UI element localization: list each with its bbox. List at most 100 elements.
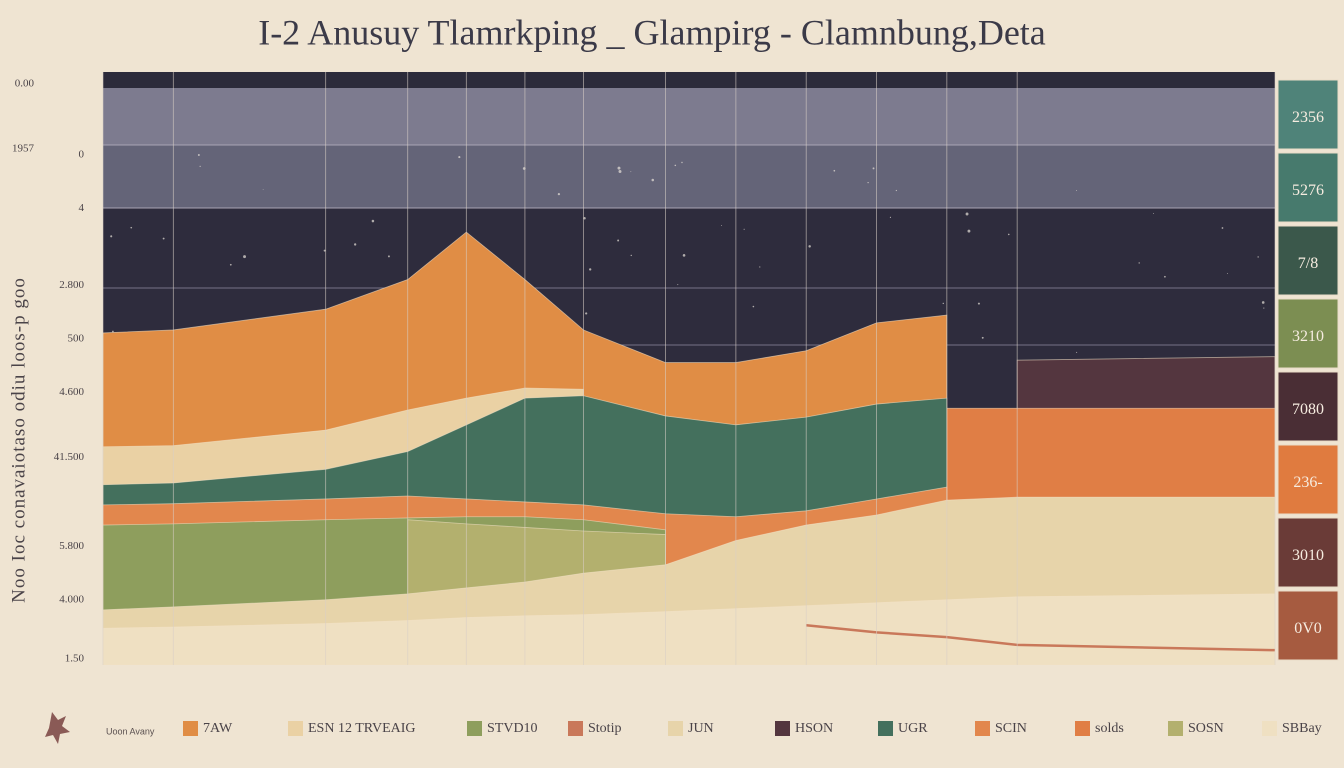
side-panel-value: 2356 [1292, 109, 1324, 126]
y-tick-label: 1.50 [65, 653, 85, 665]
star [617, 166, 621, 170]
side-panel [1277, 298, 1339, 369]
star [130, 226, 133, 229]
y-tick-label: 41.500 [54, 451, 85, 463]
legend-label: UGR [898, 721, 928, 736]
y-tick-label: 4 [79, 202, 85, 214]
star [371, 219, 375, 223]
legend-swatch [467, 721, 482, 736]
star [243, 255, 246, 259]
star [112, 330, 114, 333]
star [1138, 262, 1140, 264]
y-tick-label: 0 [79, 149, 85, 161]
y-axis-label: Noo Ioc conavaiotaso odiu loos-p goo [8, 277, 29, 603]
star [752, 305, 755, 308]
side-panel [1277, 517, 1339, 588]
star [557, 193, 561, 196]
legend-label: Stotip [588, 721, 621, 736]
star [965, 212, 969, 216]
star [323, 249, 326, 252]
star [617, 239, 620, 242]
chart-title: I-2 Anusuy Tlamrkping _ Glampirg - Clamn… [258, 12, 1046, 52]
y-tick-label: 4.600 [59, 386, 84, 398]
star [162, 237, 165, 240]
side-panel-value: 236- [1293, 474, 1322, 491]
legend-swatch [568, 721, 583, 736]
legend-label: SOSN [1188, 721, 1224, 736]
logo [45, 712, 70, 744]
star [1076, 351, 1078, 353]
star [977, 302, 980, 305]
footer-label: Uoon Avany [106, 726, 155, 736]
legend-label: STVD10 [487, 721, 538, 736]
legend-label: SCIN [995, 721, 1027, 736]
legend-label: JUN [688, 721, 714, 736]
star [1152, 213, 1154, 214]
star [630, 171, 632, 173]
legend-swatch [1075, 721, 1090, 736]
star [682, 253, 686, 257]
star [1227, 273, 1228, 274]
star [618, 169, 622, 173]
legend-label: 7AW [203, 721, 233, 736]
star [585, 312, 588, 315]
star [229, 263, 232, 266]
star [262, 189, 264, 190]
y-tick-label: 2.800 [59, 279, 84, 291]
grid [102, 72, 1276, 665]
star [630, 254, 632, 257]
star [199, 165, 201, 168]
star [589, 268, 592, 271]
star [110, 235, 113, 238]
side-panel-value: 3210 [1292, 328, 1324, 345]
star [1263, 307, 1265, 309]
star [967, 229, 971, 233]
star [1075, 190, 1077, 191]
star [1007, 233, 1010, 236]
star [872, 167, 875, 170]
star [759, 266, 761, 268]
star [387, 255, 390, 258]
star [981, 336, 984, 339]
star [1221, 227, 1224, 229]
star [721, 225, 722, 226]
star [1261, 301, 1265, 304]
y-tick-label: 5.800 [59, 540, 84, 552]
legend-label: SBBay [1282, 721, 1322, 736]
legend-swatch [288, 721, 303, 736]
side-panel-value: 0V0 [1294, 620, 1322, 637]
y-tick-label: 4.000 [59, 593, 84, 605]
legend-label: solds [1095, 721, 1124, 736]
legend-label: ESN 12 TRVEAIG [308, 721, 416, 736]
side-panel [1277, 590, 1339, 661]
side-panels: 2356 5276 7/8 3210 7080 236- 3010 0V0 [1277, 79, 1339, 661]
star [651, 178, 655, 182]
legend: 7AW ESN 12 TRVEAIG STVD10 Stotip JUN HSON UGR S… [183, 721, 1322, 736]
star [1164, 275, 1166, 278]
side-panel-value: 5276 [1292, 182, 1324, 199]
side-panel [1277, 79, 1339, 150]
legend-swatch [1262, 721, 1277, 736]
axis: 0 4 2.800 500 4.600 41.500 5.800 4.000 1.50 0.00 1… [12, 77, 85, 664]
star [942, 302, 944, 305]
legend-swatch [975, 721, 990, 736]
star [681, 161, 683, 164]
star [197, 154, 200, 157]
side-panel-value: 7/8 [1298, 255, 1318, 272]
side-panel [1277, 225, 1339, 296]
side-panel [1277, 152, 1339, 223]
y-tick-label: 500 [68, 332, 85, 344]
star [895, 189, 897, 192]
star [808, 245, 811, 248]
star [833, 169, 836, 172]
legend-label: HSON [795, 721, 833, 736]
star [458, 156, 461, 159]
star [677, 284, 679, 286]
side-panel-value: 7080 [1292, 401, 1324, 418]
legend-swatch [183, 721, 198, 736]
legend-swatch [668, 721, 683, 736]
side-panel [1277, 444, 1339, 515]
legend-swatch [775, 721, 790, 736]
star [674, 164, 677, 167]
